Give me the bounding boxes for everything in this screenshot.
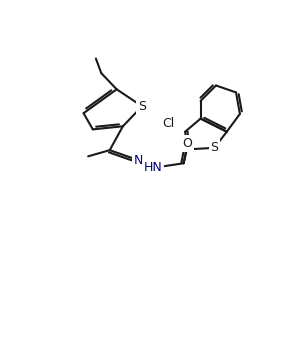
Text: S: S [210,141,218,154]
Text: S: S [138,100,146,113]
Text: N: N [133,154,143,167]
Text: O: O [183,137,192,150]
Text: Cl: Cl [162,117,175,130]
Text: HN: HN [144,161,162,174]
